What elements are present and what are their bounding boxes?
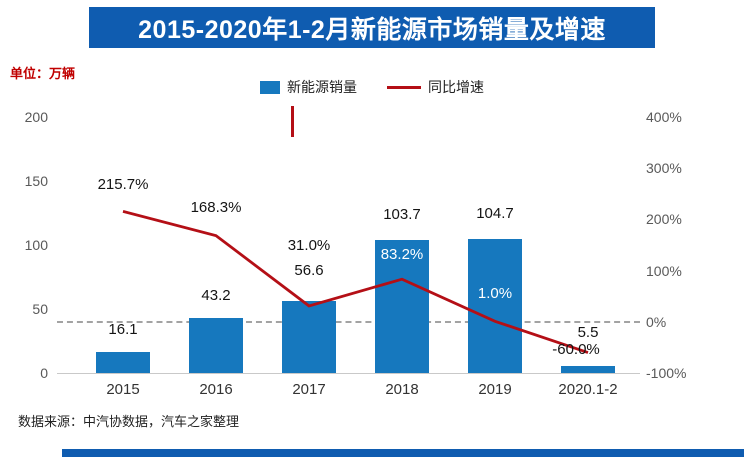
source-note: 数据来源：中汽协数据，汽车之家整理	[18, 414, 240, 429]
growth-value-label: 168.3%	[190, 198, 242, 216]
legend-item-sales: 新能源销量	[260, 77, 357, 97]
growth-value-label: -60.0%	[552, 340, 600, 358]
left-axis-tick: 0	[40, 365, 48, 381]
legend-line-label: 同比增速	[428, 79, 484, 95]
legend-bar-swatch	[260, 80, 280, 94]
bar-value-label: 104.7	[476, 204, 514, 222]
bar-2020.1-2	[561, 365, 615, 373]
right-axis-tick: 0%	[646, 313, 667, 330]
bar-2015	[96, 352, 150, 373]
left-axis-tick: 150	[24, 173, 48, 189]
category-label: 2015	[106, 381, 140, 398]
right-axis-tick: 100%	[646, 262, 682, 279]
bar-value-label: 56.6	[294, 261, 324, 279]
x-axis-line	[57, 373, 640, 374]
category-label: 2017	[292, 381, 326, 398]
left-axis-tick: 100	[24, 237, 48, 253]
stray-red-mark	[291, 106, 294, 137]
bar-2019	[468, 238, 522, 373]
category-label: 2019	[478, 381, 512, 398]
bar-value-label: 43.2	[201, 286, 231, 304]
growth-value-label: 83.2%	[380, 246, 424, 264]
left-axis-tick: 200	[24, 109, 48, 125]
page-title: 2015-2020年1-2月新能源市场销量及增速	[138, 15, 606, 44]
right-axis-tick: 400%	[646, 109, 682, 125]
category-label: 2020.1-2	[558, 381, 618, 398]
unit-label: 单位：万辆	[10, 66, 76, 81]
bar-value-label: 16.1	[108, 321, 138, 339]
category-label: 2016	[199, 381, 233, 398]
category-label: 2018	[385, 381, 419, 398]
legend: 新能源销量 同比增速	[0, 77, 744, 97]
left-axis-tick: 50	[32, 301, 48, 317]
right-axis-tick: 200%	[646, 211, 682, 228]
bar-value-label: 5.5	[577, 323, 599, 341]
growth-value-label: 215.7%	[97, 176, 149, 194]
bottom-accent-strip	[62, 449, 744, 457]
title-banner: 2015-2020年1-2月新能源市场销量及增速	[89, 7, 655, 48]
growth-value-label: 31.0%	[287, 236, 331, 254]
right-axis-tick: -100%	[646, 365, 687, 381]
legend-item-growth: 同比增速	[387, 77, 484, 97]
growth-value-label: 1.0%	[477, 285, 513, 303]
legend-bar-label: 新能源销量	[287, 79, 357, 95]
right-axis-tick: 300%	[646, 160, 682, 177]
bar-2016	[189, 317, 243, 373]
bar-value-label: 103.7	[383, 206, 421, 224]
legend-line-swatch	[387, 85, 421, 89]
bar-2017	[282, 300, 336, 373]
